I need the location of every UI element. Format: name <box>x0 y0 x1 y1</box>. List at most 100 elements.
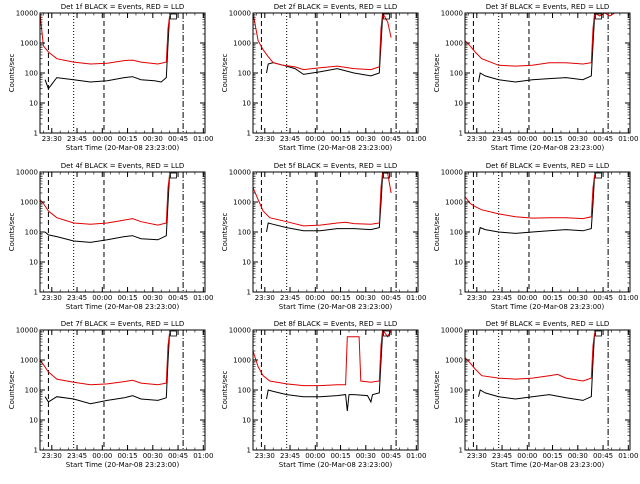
panel-title: Det 7f BLACK = Events, RED = LLD <box>61 320 184 328</box>
x-tick-label: 00:45 <box>168 294 188 302</box>
y-tick-label: 10000 <box>16 10 38 18</box>
series-lld <box>253 172 392 227</box>
x-tick-label: 00:30 <box>143 294 163 302</box>
y-tick-label: 10000 <box>441 169 463 177</box>
x-axis-label: Start Time (20-Mar-08 23:23:00) <box>66 461 180 469</box>
x-tick-label: 23:30 <box>42 452 62 460</box>
x-tick-label: 23:45 <box>280 135 300 143</box>
panel-det-7: Det 7f BLACK = Events, RED = LLD Counts/s… <box>8 320 213 469</box>
x-tick-label: 23:30 <box>255 135 275 143</box>
y-tick-label: 1000 <box>445 199 463 207</box>
x-axis-label: Start Time (20-Mar-08 23:23:00) <box>66 144 180 152</box>
x-tick-label: 00:00 <box>305 452 325 460</box>
y-tick-label: 1 <box>459 289 463 297</box>
x-tick-label: 00:30 <box>568 135 588 143</box>
x-tick-label: 23:30 <box>42 294 62 302</box>
x-tick-label: 01:00 <box>406 452 426 460</box>
y-tick-label: 100 <box>25 229 38 237</box>
x-tick-label: 00:15 <box>330 135 350 143</box>
plot-frame <box>464 12 631 134</box>
y-axis-label: Counts/sec <box>221 54 229 93</box>
x-tick-label: 01:00 <box>406 135 426 143</box>
y-tick-label: 100 <box>450 70 463 78</box>
x-tick-label: 00:00 <box>92 135 112 143</box>
y-tick-label: 10000 <box>16 327 38 335</box>
y-tick-label: 1 <box>459 130 463 138</box>
panel-det-3: Det 3f BLACK = Events, RED = LLD Counts/s… <box>433 3 638 152</box>
x-tick-label: 00:45 <box>168 452 188 460</box>
x-tick-label: 00:30 <box>356 452 376 460</box>
y-tick-label: 10 <box>242 100 251 108</box>
series-lld <box>40 174 171 226</box>
panel-det-2: Det 2f BLACK = Events, RED = LLD Counts/s… <box>221 3 426 152</box>
plot-frame <box>252 12 419 134</box>
saa-flag-box <box>170 172 177 179</box>
x-tick-label: 23:30 <box>467 135 487 143</box>
panel-det-5: Det 5f BLACK = Events, RED = LLD Counts/s… <box>221 162 426 311</box>
x-axis-label: Start Time (20-Mar-08 23:23:00) <box>491 461 605 469</box>
x-tick-label: 23:30 <box>42 135 62 143</box>
panel-det-6: Det 6f BLACK = Events, RED = LLD Counts/s… <box>433 162 638 311</box>
y-tick-label: 10 <box>454 100 463 108</box>
plot-frame <box>464 171 631 293</box>
saa-flag-box <box>595 330 602 337</box>
x-axis-label: Start Time (20-Mar-08 23:23:00) <box>491 144 605 152</box>
y-axis-label: Counts/sec <box>221 213 229 252</box>
x-tick-label: 01:00 <box>193 452 213 460</box>
x-tick-label: 00:30 <box>143 135 163 143</box>
saa-flag-box <box>170 13 177 20</box>
series-events <box>266 332 384 412</box>
y-tick-label: 100 <box>25 387 38 395</box>
y-tick-label: 1 <box>247 447 251 455</box>
x-tick-label: 23:30 <box>255 294 275 302</box>
y-tick-label: 10 <box>454 417 463 425</box>
panel-title: Det 3f BLACK = Events, RED = LLD <box>486 3 609 11</box>
plot-frame <box>39 171 206 293</box>
panel-title: Det 9f BLACK = Events, RED = LLD <box>486 320 609 328</box>
x-tick-label: 23:45 <box>492 452 512 460</box>
saa-flag-box <box>595 172 602 179</box>
series-events <box>478 174 596 236</box>
x-axis-label: Start Time (20-Mar-08 23:23:00) <box>491 303 605 311</box>
y-axis-label: Counts/sec <box>433 371 441 410</box>
y-tick-label: 1 <box>34 447 38 455</box>
x-tick-label: 23:30 <box>255 452 275 460</box>
series-events <box>44 15 171 90</box>
y-tick-label: 100 <box>25 70 38 78</box>
y-tick-label: 10 <box>242 259 251 267</box>
x-axis-label: Start Time (20-Mar-08 23:23:00) <box>66 303 180 311</box>
x-tick-label: 00:00 <box>305 294 325 302</box>
x-tick-label: 23:45 <box>67 135 87 143</box>
x-tick-label: 01:00 <box>618 294 638 302</box>
y-tick-label: 100 <box>238 229 251 237</box>
y-tick-label: 10 <box>242 417 251 425</box>
y-axis-label: Counts/sec <box>433 213 441 252</box>
x-axis-label: Start Time (20-Mar-08 23:23:00) <box>279 144 393 152</box>
x-tick-label: 00:30 <box>143 452 163 460</box>
x-tick-label: 01:00 <box>618 135 638 143</box>
x-tick-label: 00:45 <box>381 135 401 143</box>
series-events <box>44 174 171 243</box>
y-axis-label: Counts/sec <box>8 54 16 93</box>
y-tick-label: 1000 <box>445 40 463 48</box>
x-tick-label: 23:45 <box>492 294 512 302</box>
x-tick-label: 23:30 <box>467 452 487 460</box>
y-tick-label: 1 <box>459 447 463 455</box>
x-tick-label: 00:45 <box>593 294 613 302</box>
y-tick-label: 100 <box>238 387 251 395</box>
x-tick-label: 00:00 <box>517 294 537 302</box>
series-lld <box>253 330 392 387</box>
y-tick-label: 1000 <box>233 357 251 365</box>
x-tick-label: 00:45 <box>593 452 613 460</box>
x-tick-label: 23:30 <box>467 294 487 302</box>
series-events <box>266 174 384 233</box>
series-lld <box>465 332 596 382</box>
y-tick-label: 1 <box>34 289 38 297</box>
y-tick-label: 10000 <box>229 169 251 177</box>
panel-det-1: Det 1f BLACK = Events, RED = LLD Counts/s… <box>8 3 213 152</box>
y-tick-label: 1000 <box>233 199 251 207</box>
panel-det-9: Det 9f BLACK = Events, RED = LLD Counts/s… <box>433 320 638 469</box>
x-tick-label: 00:15 <box>330 294 350 302</box>
x-tick-label: 00:15 <box>542 135 562 143</box>
